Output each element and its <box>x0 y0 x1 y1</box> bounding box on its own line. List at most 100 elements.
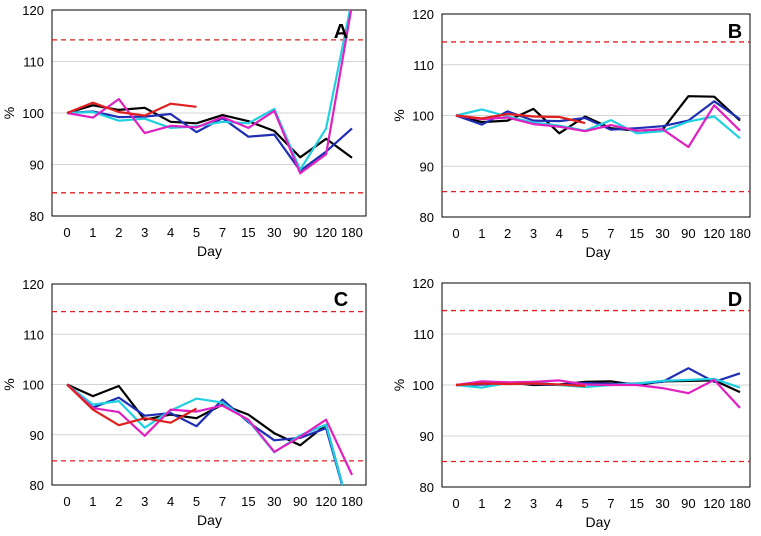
y-tick-label: 120 <box>22 3 44 18</box>
x-tick-label: 0 <box>63 494 70 509</box>
x-tick-label: 90 <box>681 226 695 241</box>
x-tick-label: 3 <box>141 494 148 509</box>
series-line-red <box>66 383 198 427</box>
x-tick-label: 30 <box>655 496 669 511</box>
x-tick-label: 7 <box>219 494 226 509</box>
x-tick-label: 2 <box>115 225 122 240</box>
x-axis-title: Day <box>586 244 611 260</box>
x-axis-title: Day <box>197 512 222 528</box>
panel-letter: A <box>334 21 348 43</box>
x-tick-label: 180 <box>729 496 751 511</box>
y-tick-label: 90 <box>30 428 44 443</box>
series-line-blue <box>66 110 353 172</box>
plot-frame <box>441 282 751 488</box>
x-tick-label: 4 <box>556 226 563 241</box>
y-tick-label: 120 <box>412 276 434 291</box>
x-tick-label: 1 <box>89 225 96 240</box>
panel-letter: B <box>728 21 742 43</box>
x-tick-label: 1 <box>478 496 485 511</box>
y-tick-label: 80 <box>30 478 44 493</box>
x-tick-label: 0 <box>63 225 70 240</box>
x-tick-label: 120 <box>315 494 337 509</box>
x-tick-label: 2 <box>504 496 511 511</box>
series-line-red <box>455 112 586 125</box>
x-tick-label: 30 <box>267 225 281 240</box>
y-tick-label: 90 <box>30 158 44 173</box>
series-line-magenta <box>66 383 353 476</box>
series-line-blue <box>66 383 344 485</box>
y-axis-title: % <box>391 379 407 391</box>
x-tick-label: 3 <box>141 225 148 240</box>
x-tick-label: 180 <box>341 225 363 240</box>
plot-frame <box>51 283 367 486</box>
series-line-black <box>66 383 344 485</box>
x-tick-label: 120 <box>703 496 725 511</box>
plot-frame <box>51 9 367 217</box>
y-tick-label: 90 <box>420 429 434 444</box>
x-tick-label: 1 <box>89 494 96 509</box>
series-line-magenta <box>66 10 353 175</box>
series-line-cyan <box>66 383 344 485</box>
x-tick-label: 7 <box>219 225 226 240</box>
panel-letter: D <box>728 289 742 311</box>
x-tick-label: 4 <box>556 496 563 511</box>
x-axis-title: Day <box>586 514 611 530</box>
x-tick-label: 30 <box>267 494 281 509</box>
chart-panel-d: 80 90 100 110 120 0 1 2 3 4 5 7 15 30 90 120 180 Day% D <box>391 276 751 530</box>
y-tick-label: 110 <box>413 327 434 342</box>
panel-letter: C <box>334 289 348 311</box>
series-group <box>455 95 741 149</box>
y-tick-label: 100 <box>22 378 44 393</box>
x-tick-label: 15 <box>629 496 643 511</box>
y-tick-label: 100 <box>412 109 434 124</box>
x-tick-label: 90 <box>681 496 695 511</box>
y-tick-label: 80 <box>30 209 44 224</box>
series-line-red <box>66 101 197 117</box>
series-line-black <box>455 95 741 135</box>
series-line-red <box>455 382 586 388</box>
y-tick-label: 80 <box>420 210 434 225</box>
y-tick-label: 120 <box>412 7 434 22</box>
y-axis-title: % <box>1 107 17 119</box>
series-group <box>66 10 353 175</box>
x-tick-label: 5 <box>581 226 588 241</box>
x-tick-label: 180 <box>341 494 363 509</box>
y-tick-label: 90 <box>420 159 434 174</box>
x-tick-label: 4 <box>167 494 174 509</box>
y-tick-label: 120 <box>22 277 44 292</box>
x-tick-label: 2 <box>504 226 511 241</box>
y-tick-label: 110 <box>23 55 44 70</box>
series-line-black <box>66 104 353 159</box>
series-group <box>455 367 741 409</box>
x-tick-label: 0 <box>452 226 459 241</box>
x-tick-label: 1 <box>478 226 485 241</box>
x-tick-label: 3 <box>530 496 537 511</box>
x-tick-label: 5 <box>193 225 200 240</box>
y-tick-label: 100 <box>22 106 44 121</box>
x-tick-label: 120 <box>315 225 337 240</box>
y-tick-label: 100 <box>412 378 434 393</box>
x-tick-label: 7 <box>607 496 614 511</box>
series-line-cyan <box>66 10 352 171</box>
x-tick-label: 0 <box>452 496 459 511</box>
series-group <box>66 383 353 485</box>
x-tick-label: 2 <box>115 494 122 509</box>
x-tick-label: 15 <box>629 226 643 241</box>
chart-panel-c: 80 90 100 110 120 0 1 2 3 4 5 7 15 30 90 120 180 Day% C <box>1 277 367 528</box>
series-line-magenta <box>455 378 741 409</box>
series-line-blue <box>455 100 741 131</box>
y-tick-label: 110 <box>413 58 434 73</box>
chart-panel-b: 80 90 100 110 120 0 1 2 3 4 5 7 15 30 90 120 180 Day% B <box>391 7 751 260</box>
x-tick-label: 180 <box>729 226 751 241</box>
x-tick-label: 4 <box>167 225 174 240</box>
y-tick-label: 80 <box>420 480 434 495</box>
x-tick-label: 3 <box>530 226 537 241</box>
y-axis-title: % <box>1 378 17 390</box>
x-tick-label: 90 <box>293 225 307 240</box>
x-tick-label: 5 <box>193 494 200 509</box>
x-tick-label: 15 <box>241 225 255 240</box>
x-tick-label: 120 <box>703 226 725 241</box>
x-tick-label: 15 <box>241 494 255 509</box>
x-tick-label: 30 <box>655 226 669 241</box>
